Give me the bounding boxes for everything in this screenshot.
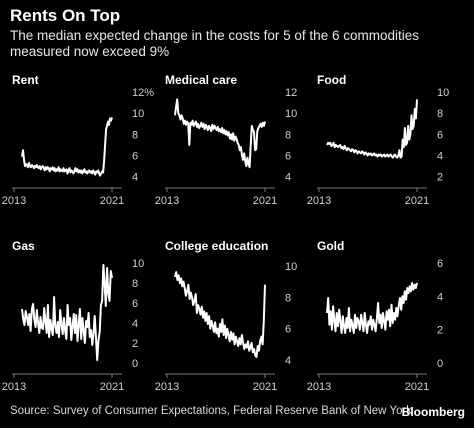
x-tick-label: 2021 (100, 195, 124, 207)
y-tick-label: 10 (132, 108, 144, 120)
x-tick-label: 2021 (405, 381, 429, 393)
y-tick-label: 6 (285, 151, 291, 163)
chart-title: Rents On Top (10, 6, 121, 25)
panel-college-education: College education 4 6 8 10 2013 2021 (155, 239, 297, 393)
panel-title: Medical care (165, 73, 237, 87)
y-tick-label: 8 (437, 108, 443, 120)
x-tick-label: 2021 (253, 195, 277, 207)
panel-gold: Gold 0 2 4 6 2013 2021 (307, 239, 443, 393)
y-tick-label: 6 (437, 129, 443, 141)
y-tick-label: 4 (132, 318, 138, 330)
y-tick-label: 4 (285, 172, 291, 184)
x-tick-label: 2013 (155, 195, 179, 207)
y-tick-label: 6 (437, 258, 443, 270)
y-tick-label: 12 (285, 87, 297, 99)
y-tick-label: 4 (132, 172, 138, 184)
panel-title: Gold (317, 239, 344, 253)
x-tick-label: 2013 (307, 381, 331, 393)
x-tick-label: 2013 (2, 381, 26, 393)
chart-subtitle: The median expected change in the costs … (10, 28, 419, 59)
x-tick-label: 2013 (155, 381, 179, 393)
panel-rent: Rent 4 6 8 10 12% 2013 2021 (2, 73, 154, 207)
series-line (21, 117, 113, 177)
y-tick-label: 8 (285, 129, 291, 141)
panel-food: Food 2 4 6 8 10 2013 2021 (307, 73, 449, 207)
panel-title: Food (317, 73, 346, 87)
x-tick-label: 2021 (405, 195, 429, 207)
y-tick-label: 2 (437, 325, 443, 337)
series-line (21, 264, 113, 361)
y-tick-label: 4 (437, 291, 443, 303)
panel-title: Gas (12, 239, 35, 253)
series-line (326, 282, 418, 334)
source-note: Source: Survey of Consumer Expectations,… (10, 405, 413, 417)
y-tick-label: 2 (437, 172, 443, 184)
bloomberg-logo: Bloomberg (401, 405, 465, 419)
y-tick-label: 4 (285, 355, 291, 367)
x-tick-label: 2021 (253, 381, 277, 393)
y-tick-label: 6 (132, 151, 138, 163)
y-tick-label: 10 (132, 258, 144, 270)
series-line (174, 98, 266, 169)
x-tick-label: 2013 (307, 195, 331, 207)
y-tick-label: 10 (285, 108, 297, 120)
y-tick-label: 4 (437, 151, 443, 163)
panel-title: College education (165, 239, 268, 253)
y-tick-label: 8 (285, 292, 291, 304)
y-tick-label: 6 (285, 324, 291, 336)
y-tick-label: 10 (285, 261, 297, 273)
y-tick-label: 8 (132, 129, 138, 141)
x-tick-label: 2013 (2, 195, 26, 207)
y-tick-label: 6 (132, 298, 138, 310)
y-tick-label: 12% (132, 87, 154, 99)
y-tick-label: 10 (437, 87, 449, 99)
series-line (174, 271, 266, 358)
panel-medical-care: Medical care 4 6 8 10 12 2013 2021 (155, 73, 297, 207)
y-tick-label: 8 (132, 278, 138, 290)
panel-title: Rent (12, 73, 39, 87)
y-tick-label: 0 (437, 358, 443, 370)
x-tick-label: 2021 (100, 381, 124, 393)
y-tick-label: 0 (132, 358, 138, 370)
y-tick-label: 2 (132, 338, 138, 350)
panel-gas: Gas 0 2 4 6 8 10 2013 2021 (2, 239, 144, 393)
series-line (326, 99, 418, 159)
